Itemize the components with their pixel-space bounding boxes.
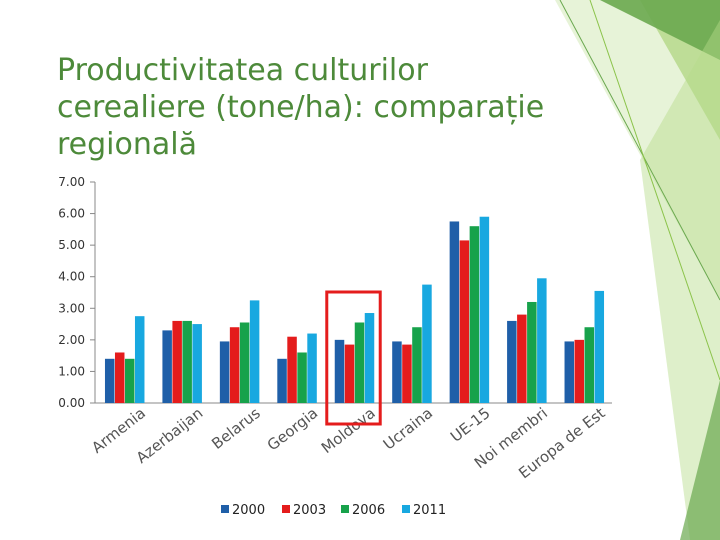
- bar: [334, 339, 345, 403]
- y-tick-label: 7.00: [58, 175, 85, 189]
- slide-title: Productivitatea culturilor cerealiere (t…: [57, 53, 545, 162]
- highlight-rectangle: [325, 290, 382, 426]
- bar: [287, 336, 297, 403]
- y-tick-label: 6.00: [58, 207, 85, 221]
- bar: [584, 327, 595, 403]
- bar: [344, 344, 355, 403]
- legend-swatch: [282, 505, 290, 513]
- bar: [517, 314, 527, 403]
- bar: [124, 358, 135, 403]
- bar: [249, 300, 260, 403]
- y-tick-label: 5.00: [58, 238, 85, 252]
- y-tick-label: 3.00: [58, 301, 85, 315]
- bar: [537, 278, 547, 403]
- bar: [104, 358, 115, 403]
- bar: [402, 344, 412, 403]
- bar: [364, 313, 375, 403]
- legend-swatch: [402, 505, 410, 513]
- bar: [479, 216, 490, 403]
- bar: [219, 341, 230, 403]
- bar: [449, 221, 460, 403]
- y-tick-label: 0.00: [58, 396, 85, 410]
- bar: [229, 327, 240, 403]
- legend-label: 2011: [413, 503, 446, 518]
- bars: [104, 216, 605, 403]
- legend-label: 2003: [293, 503, 326, 518]
- bar: [469, 226, 480, 403]
- bar: [277, 358, 287, 403]
- bar: [594, 290, 605, 403]
- x-tick-label: UE-15: [447, 404, 494, 446]
- x-tick-label: Ucraina: [380, 404, 436, 454]
- bar: [162, 330, 172, 403]
- legend-swatch: [341, 505, 349, 513]
- bar: [564, 341, 575, 403]
- legend: 2000 2003 2006 2011: [221, 503, 446, 518]
- bar: [114, 352, 125, 403]
- x-tick-label: Georgia: [264, 404, 321, 454]
- legend-label: 2000: [232, 503, 265, 518]
- y-tick-label: 2.00: [58, 333, 85, 347]
- y-tick-label: 4.00: [58, 270, 85, 284]
- bar: [354, 322, 365, 403]
- bar: [182, 320, 192, 403]
- bar: [527, 301, 537, 403]
- legend-swatch: [221, 505, 229, 513]
- highlight-box: [325, 290, 382, 426]
- y-tick-label: 1.00: [58, 364, 85, 378]
- bar: [297, 352, 307, 403]
- bar: [459, 240, 470, 403]
- bar: [574, 339, 585, 403]
- x-tick-label: Belarus: [208, 404, 264, 453]
- bar: [507, 320, 517, 403]
- bar: [239, 322, 250, 403]
- legend-label: 2006: [352, 503, 385, 518]
- bar: [307, 333, 317, 403]
- bar: [422, 284, 432, 403]
- bar: [192, 324, 202, 403]
- bar: [392, 341, 402, 403]
- bar: [412, 327, 422, 403]
- bar: [172, 320, 182, 403]
- bar: [134, 316, 145, 403]
